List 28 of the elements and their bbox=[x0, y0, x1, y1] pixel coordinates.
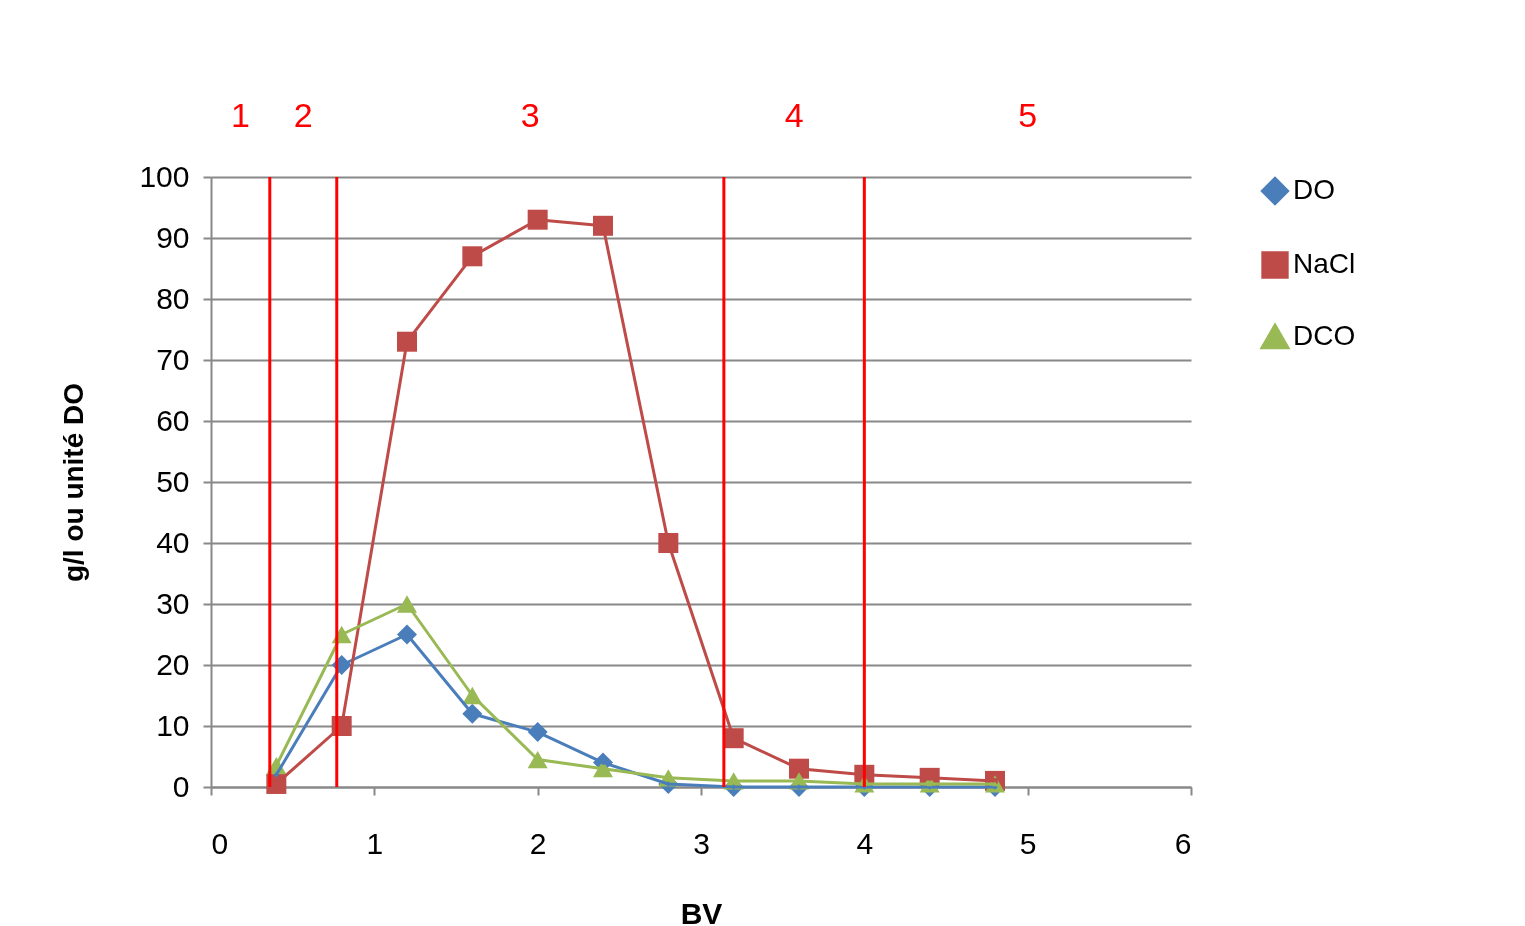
y-tick-label: 80 bbox=[156, 281, 190, 315]
legend-label: NaCl bbox=[1293, 248, 1356, 279]
y-tick-label: 70 bbox=[156, 342, 190, 376]
x-tick-label: 1 bbox=[366, 826, 384, 860]
text: 2 bbox=[293, 96, 313, 134]
x-tick-label: 4 bbox=[856, 826, 874, 860]
text: 5 bbox=[1018, 96, 1038, 134]
x-tick-label: 5 bbox=[1019, 826, 1037, 860]
y-tick-label: 10 bbox=[156, 708, 190, 742]
y-tick-label: 40 bbox=[156, 525, 190, 559]
x-tick-label: 6 bbox=[1174, 826, 1192, 860]
y-tick-label: 20 bbox=[156, 647, 190, 681]
x-tick-label: 0 bbox=[211, 826, 229, 860]
y-tick-label: 90 bbox=[156, 220, 190, 254]
legend-label: DO bbox=[1293, 174, 1335, 205]
x-tick-label: 2 bbox=[529, 826, 547, 860]
x-tick-label: 3 bbox=[693, 826, 710, 860]
y-axis-title: g/l ou unité DO bbox=[58, 382, 90, 583]
x-axis-title: BV bbox=[680, 896, 723, 926]
y-tick-label: 50 bbox=[156, 464, 190, 498]
legend-label: DCO bbox=[1293, 320, 1356, 351]
text: 4 bbox=[784, 96, 804, 134]
text: 3 bbox=[520, 96, 540, 134]
y-tick-label: 0 bbox=[172, 769, 190, 803]
y-tick-label: 30 bbox=[156, 586, 190, 620]
text: 1 bbox=[230, 96, 250, 134]
y-tick-label: 100 bbox=[139, 159, 190, 193]
y-tick-label: 60 bbox=[156, 403, 190, 437]
